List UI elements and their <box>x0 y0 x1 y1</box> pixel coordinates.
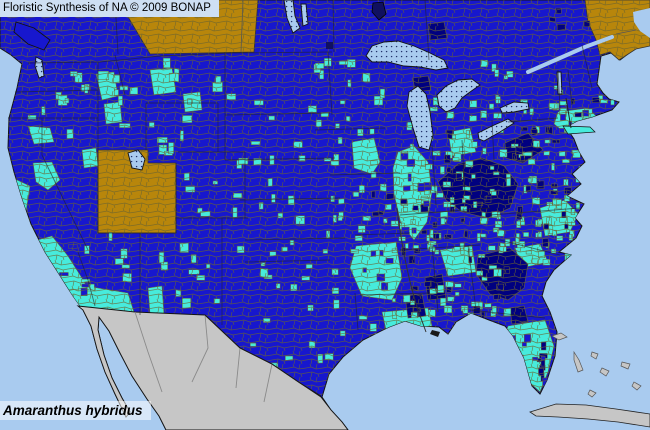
lake-erie <box>477 118 515 142</box>
mexico-state-borders <box>134 311 273 403</box>
great-salt-lake <box>127 149 146 171</box>
rio-grande <box>204 314 322 397</box>
map-title: Floristic Synthesis of NA © 2009 BONAP <box>0 0 219 17</box>
bahamas-islands <box>551 332 642 398</box>
st-lawrence-river <box>526 35 614 74</box>
lakes <box>34 0 563 171</box>
lake-michigan <box>406 85 434 151</box>
hudson-river <box>565 97 572 129</box>
region-cuba <box>529 403 650 428</box>
puget-sound <box>34 56 45 79</box>
lake-superior <box>365 40 449 71</box>
lake-ontario <box>499 101 530 114</box>
mississippi-river <box>396 207 427 333</box>
species-name-label: Amaranthus hybridus <box>0 401 151 420</box>
mississippi-delta <box>430 330 440 337</box>
lake-of-the-woods <box>326 42 333 49</box>
vancouver-island <box>13 21 51 51</box>
lake-nipigon <box>371 1 387 21</box>
lake-manitoba <box>300 3 309 27</box>
state-borders <box>8 0 593 331</box>
lake-huron <box>436 78 481 113</box>
lake-winnipeg <box>283 0 301 34</box>
gulf-of-st-lawrence <box>633 8 650 38</box>
us-canada-border <box>27 51 333 64</box>
